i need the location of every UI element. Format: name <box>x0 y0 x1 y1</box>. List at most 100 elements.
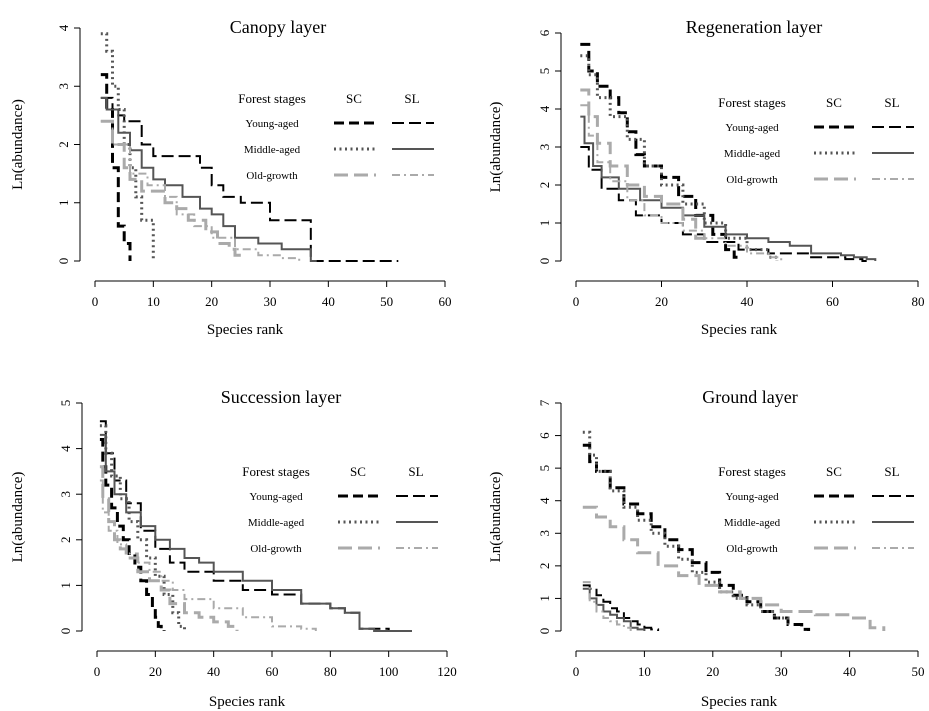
y-tick-label: 0 <box>58 628 73 635</box>
legend-stage-label: Middle-aged <box>244 144 301 156</box>
y-tick-label: 3 <box>537 530 552 537</box>
x-tick-label: 0 <box>94 664 101 679</box>
legend-col-sl: SL <box>884 95 899 110</box>
x-tick-label: 30 <box>264 294 277 309</box>
x-tick-label: 50 <box>912 664 925 679</box>
chart-title: Ground layer <box>702 387 797 407</box>
legend-stage-label: Middle-aged <box>248 517 305 529</box>
x-tick-label: 40 <box>843 664 856 679</box>
series-line <box>582 584 660 631</box>
legend-stage-label: Young-aged <box>725 122 779 134</box>
legend: Forest stages SC SL Young-aged Middle-aged Ol… <box>718 95 914 186</box>
legend: Forest stages SC SL Young-aged Middle-aged Ol… <box>242 464 438 555</box>
y-tick-label: 5 <box>537 68 552 75</box>
series-line <box>100 32 155 261</box>
y-tick-label: 3 <box>58 491 73 498</box>
y-tick-label: 4 <box>537 105 552 112</box>
legend-stage-label: Young-aged <box>725 491 779 503</box>
x-tick-label: 60 <box>439 294 452 309</box>
series-line <box>580 54 779 261</box>
chart-title: Canopy layer <box>230 17 326 37</box>
series-line <box>100 73 132 261</box>
y-tick-label: 7 <box>537 399 552 406</box>
y-tick-label: 3 <box>56 83 71 90</box>
x-tick-label: 20 <box>149 664 162 679</box>
legend-title: Forest stages <box>238 91 306 106</box>
x-tick-label: 10 <box>638 664 651 679</box>
chart-panel: 0 10 20 30 40 50 0 1 2 3 4 5 6 7 Ground layer Species r… <box>488 387 925 710</box>
series-line <box>580 115 877 261</box>
series-line <box>582 587 646 631</box>
series-line <box>100 120 301 261</box>
legend-stage-label: Middle-aged <box>724 148 781 160</box>
y-tick-label: 0 <box>537 628 552 635</box>
x-axis-label: Species rank <box>209 694 286 710</box>
legend-col-sl: SL <box>408 464 423 479</box>
series-line <box>582 505 886 631</box>
x-tick-label: 20 <box>205 294 218 309</box>
y-tick-label: 4 <box>58 445 73 452</box>
series-line <box>582 430 790 625</box>
x-tick-label: 40 <box>741 294 754 309</box>
y-tick-label: 2 <box>537 563 552 570</box>
legend-stage-label: Young-aged <box>249 491 303 503</box>
y-axis-label: Ln(abundance) <box>488 102 504 193</box>
legend-stage-label: Old-growth <box>726 543 778 555</box>
y-tick-label: 6 <box>537 29 552 36</box>
series-line <box>100 119 243 261</box>
y-tick-label: 2 <box>537 182 552 189</box>
x-axis-label: Species rank <box>701 694 778 710</box>
x-axis-label: Species rank <box>701 322 778 338</box>
legend-col-sc: SC <box>350 464 366 479</box>
x-tick-label: 0 <box>92 294 99 309</box>
series-line <box>580 42 740 261</box>
series-line <box>100 96 399 262</box>
chart-title: Regeneration layer <box>686 17 822 37</box>
legend-col-sl: SL <box>404 91 419 106</box>
x-tick-label: 20 <box>706 664 719 679</box>
x-tick-label: 10 <box>147 294 160 309</box>
x-tick-label: 120 <box>437 664 457 679</box>
x-tick-label: 0 <box>573 664 580 679</box>
x-tick-label: 50 <box>380 294 393 309</box>
legend-title: Forest stages <box>242 464 310 479</box>
x-tick-label: 60 <box>266 664 279 679</box>
y-tick-label: 4 <box>537 497 552 504</box>
x-tick-label: 0 <box>573 294 580 309</box>
series-line <box>99 433 412 632</box>
x-tick-label: 30 <box>775 664 788 679</box>
x-tick-label: 100 <box>379 664 399 679</box>
legend-title: Forest stages <box>718 464 786 479</box>
series-line <box>99 479 317 631</box>
y-axis-label: Ln(abundance) <box>10 472 26 563</box>
legend-stage-label: Old-growth <box>250 543 302 555</box>
y-axis-label: Ln(abundance) <box>10 99 26 190</box>
legend-stage-label: Old-growth <box>726 174 778 186</box>
legend-col-sc: SC <box>346 91 362 106</box>
y-tick-label: 1 <box>58 582 73 589</box>
y-tick-label: 1 <box>56 200 71 207</box>
legend-title: Forest stages <box>718 95 786 110</box>
y-tick-label: 2 <box>56 141 71 148</box>
series-line <box>580 88 706 246</box>
x-tick-label: 20 <box>655 294 668 309</box>
series-line <box>580 104 783 261</box>
legend-col-sc: SC <box>826 95 842 110</box>
chart-panel: 0 20 40 60 80 100 120 0 1 2 3 4 5 Succession layer Spe… <box>10 387 457 710</box>
x-tick-label: 40 <box>207 664 220 679</box>
y-tick-label: 2 <box>58 537 73 544</box>
x-axis-label: Species rank <box>207 322 284 338</box>
legend-stage-label: Middle-aged <box>724 517 781 529</box>
y-tick-label: 3 <box>537 144 552 151</box>
legend: Forest stages SC SL Young-aged Middle-aged Ol… <box>238 91 434 182</box>
x-tick-label: 80 <box>912 294 925 309</box>
legend-stage-label: Old-growth <box>246 170 298 182</box>
chart-title: Succession layer <box>221 387 341 407</box>
y-tick-label: 1 <box>537 220 552 227</box>
legend: Forest stages SC SL Young-aged Middle-aged Ol… <box>718 464 914 555</box>
y-tick-label: 0 <box>56 258 71 265</box>
y-tick-label: 1 <box>537 595 552 602</box>
legend-col-sc: SC <box>826 464 842 479</box>
series-line <box>100 96 317 262</box>
